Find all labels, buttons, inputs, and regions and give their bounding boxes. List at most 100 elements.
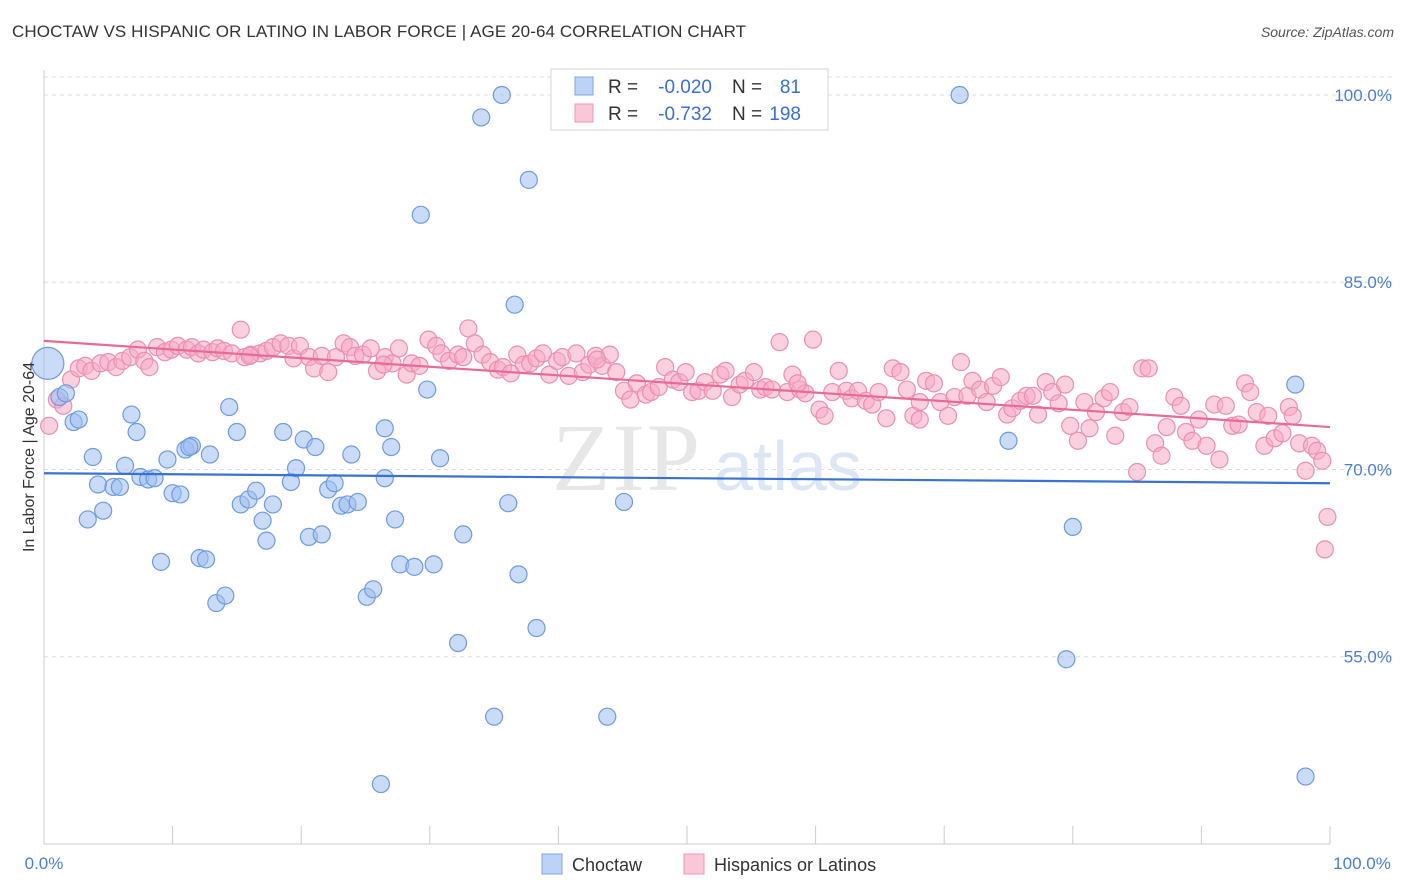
legend-n-label-2: N =: [732, 104, 762, 125]
correlation-legend: R = -0.020 N = 81 R = -0.732 N = 198: [550, 68, 829, 131]
hispanic-point: [319, 363, 338, 382]
hispanic-point: [991, 368, 1010, 387]
hispanic-point: [924, 374, 944, 393]
hispanic-point: [1055, 375, 1075, 394]
choctaw-point: [122, 405, 141, 424]
choctaw-point: [312, 525, 331, 544]
hispanic-point: [1259, 406, 1278, 425]
y-tick-label: 100.0%: [1334, 86, 1392, 105]
choctaw-point: [115, 456, 135, 475]
y-tick-label: 85.0%: [1344, 273, 1392, 292]
hispanic-point: [1106, 426, 1125, 445]
hispanic-point: [389, 339, 409, 358]
hispanic-point: [1080, 419, 1099, 438]
watermark-atlas: atlas: [714, 427, 862, 505]
hispanic-point: [815, 406, 834, 425]
choctaw-point: [94, 501, 113, 520]
choctaw-point: [999, 431, 1018, 450]
legend-r-label-2: R =: [608, 104, 638, 125]
choctaw-point: [110, 477, 129, 497]
hispanic-point: [1061, 416, 1080, 435]
choctaw-point: [405, 557, 424, 576]
hispanic-point: [788, 374, 807, 393]
hispanic-point: [938, 406, 958, 425]
hispanic-point: [1313, 451, 1332, 470]
choctaw-point: [158, 450, 177, 469]
choctaw-point: [200, 445, 219, 464]
bottom-legend-hispanic: Hispanics or Latinos: [714, 855, 876, 875]
choctaw-point: [171, 485, 190, 504]
hispanic-point: [1171, 396, 1190, 415]
hispanic-point: [910, 410, 929, 429]
choctaw-point: [306, 437, 325, 457]
choctaw-point: [527, 618, 546, 638]
choctaw-point: [371, 774, 391, 794]
hispanic-point: [877, 409, 896, 428]
legend-r-label-1: R =: [608, 77, 638, 98]
choctaw-point: [56, 384, 75, 403]
choctaw-point: [385, 510, 405, 529]
x-tick-label-min: 0.0%: [25, 854, 64, 873]
hispanic-point: [140, 358, 159, 377]
choctaw-point: [216, 586, 235, 605]
choctaw-point: [342, 445, 361, 464]
hispanic-point: [361, 339, 380, 358]
choctaw-point: [127, 422, 146, 442]
y-axis-tick-labels: 55.0% 70.0% 85.0% 100.0%: [1334, 86, 1392, 667]
choctaw-point: [411, 205, 430, 224]
hispanic-point: [897, 380, 917, 399]
hispanic-point: [533, 344, 553, 363]
choctaw-point: [472, 108, 491, 127]
choctaw-point: [950, 85, 969, 105]
choctaw-point: [509, 565, 528, 584]
hispanic-point: [621, 390, 640, 409]
choctaw-point: [348, 492, 367, 512]
hispanic-point: [977, 392, 996, 412]
choctaw-point: [492, 85, 511, 105]
choctaw-trend-line: [43, 472, 1331, 485]
hispanic-point: [1068, 431, 1088, 450]
choctaw-point: [382, 437, 401, 457]
hispanic-point: [459, 319, 478, 338]
choctaw-point: [151, 552, 171, 571]
choctaw-point: [1057, 650, 1076, 669]
choctaw-point: [180, 437, 199, 457]
hispanic-point: [803, 330, 823, 349]
choctaw-point: [1063, 517, 1082, 537]
choctaw-points: [31, 85, 1315, 794]
choctaw-point: [31, 346, 65, 380]
chart-title: CHOCTAW VS HISPANIC OR LATINO IN LABOR F…: [12, 22, 747, 41]
hispanic-point: [1241, 382, 1260, 402]
choctaw-point: [418, 380, 437, 399]
choctaw-point: [598, 707, 617, 726]
hispanic-point: [770, 333, 789, 352]
choctaw-point: [88, 475, 108, 494]
hispanic-point: [40, 416, 59, 435]
choctaw-point: [448, 633, 468, 653]
hispanic-point: [1216, 396, 1235, 415]
choctaw-point: [247, 481, 266, 500]
x-axis-ticks: [172, 826, 1331, 844]
hispanic-point: [676, 363, 695, 382]
choctaw-point: [375, 469, 394, 488]
choctaw-point: [485, 707, 504, 726]
watermark: ZIP atlas: [552, 404, 862, 511]
hispanic-point: [891, 363, 910, 382]
hispanic-point: [454, 348, 473, 367]
legend-r-value-2: -0.732: [658, 104, 712, 125]
choctaw-point: [196, 550, 216, 569]
choctaw-point: [325, 474, 344, 493]
choctaw-point: [257, 531, 276, 550]
hispanic-point: [567, 344, 586, 363]
choctaw-point: [220, 397, 239, 417]
choctaw-point: [1286, 375, 1305, 394]
choctaw-point: [519, 170, 538, 189]
bottom-legend-swatch-hispanic: [683, 853, 705, 875]
hispanic-trend-line: [43, 339, 1331, 429]
choctaw-point: [430, 449, 450, 468]
hispanic-point: [1100, 382, 1120, 402]
hispanic-point: [587, 350, 607, 369]
legend-n-label-1: N =: [732, 77, 762, 98]
hispanic-point: [716, 361, 735, 380]
hispanic-point: [231, 320, 250, 339]
